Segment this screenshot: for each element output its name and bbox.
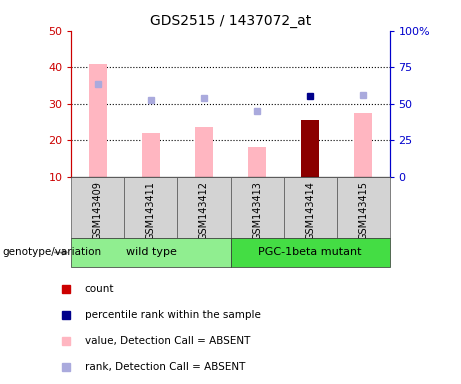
Bar bbox=[71, 177, 124, 238]
Bar bbox=[195, 127, 213, 177]
Bar bbox=[301, 120, 319, 177]
Text: PGC-1beta mutant: PGC-1beta mutant bbox=[258, 247, 362, 258]
Text: percentile rank within the sample: percentile rank within the sample bbox=[84, 310, 260, 320]
Text: count: count bbox=[84, 285, 114, 295]
Bar bbox=[337, 177, 390, 238]
Bar bbox=[284, 177, 337, 238]
Bar bbox=[354, 113, 372, 177]
Bar bbox=[177, 177, 230, 238]
Text: GSM143412: GSM143412 bbox=[199, 181, 209, 240]
Bar bbox=[89, 63, 107, 177]
Text: GSM143413: GSM143413 bbox=[252, 181, 262, 240]
Text: GSM143411: GSM143411 bbox=[146, 181, 156, 240]
Bar bbox=[124, 177, 177, 238]
Text: value, Detection Call = ABSENT: value, Detection Call = ABSENT bbox=[84, 336, 250, 346]
Title: GDS2515 / 1437072_at: GDS2515 / 1437072_at bbox=[150, 14, 311, 28]
Bar bbox=[230, 238, 390, 267]
Bar bbox=[230, 177, 284, 238]
Text: GSM143414: GSM143414 bbox=[305, 181, 315, 240]
Text: wild type: wild type bbox=[125, 247, 177, 258]
Text: GSM143415: GSM143415 bbox=[358, 181, 368, 240]
Bar bbox=[142, 133, 160, 177]
Text: rank, Detection Call = ABSENT: rank, Detection Call = ABSENT bbox=[84, 362, 245, 372]
Text: GSM143409: GSM143409 bbox=[93, 181, 103, 240]
Bar bbox=[248, 147, 266, 177]
Text: genotype/variation: genotype/variation bbox=[2, 247, 101, 258]
Bar bbox=[71, 238, 230, 267]
